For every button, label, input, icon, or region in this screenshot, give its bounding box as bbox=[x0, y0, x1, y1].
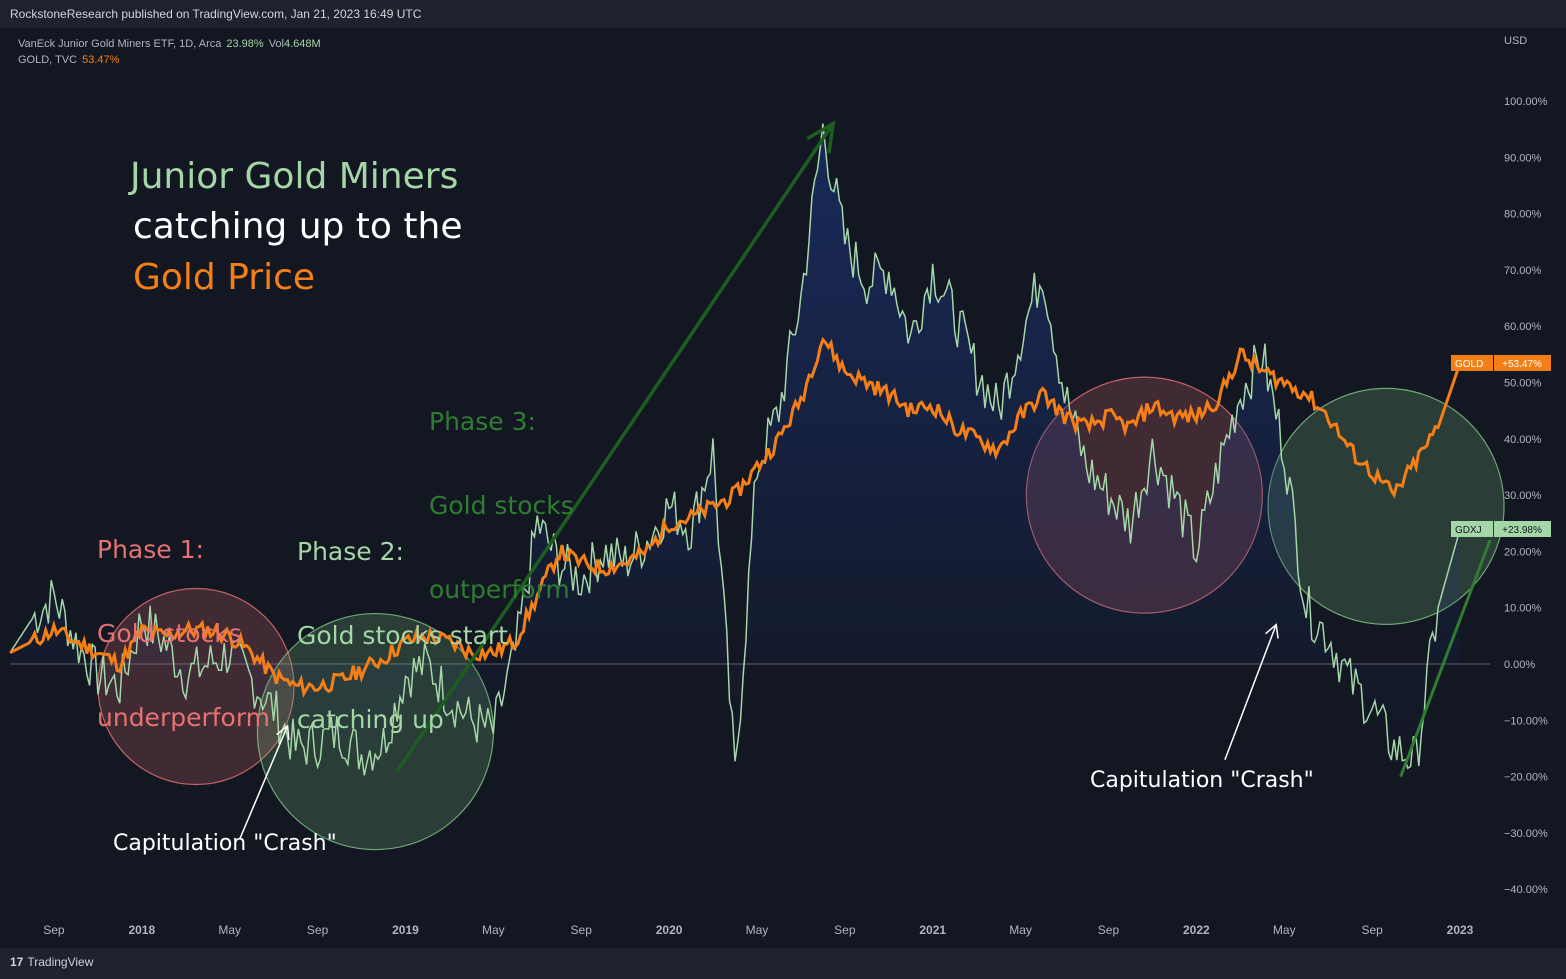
phase3-arrowhead bbox=[806, 120, 836, 154]
x-tick-label: Sep bbox=[43, 923, 65, 937]
y-tick-label: 0.00% bbox=[1504, 659, 1535, 671]
gold-series-line[interactable] bbox=[9, 336, 1462, 698]
legend-gdxj-volume: 4.648M bbox=[283, 38, 321, 50]
annotation-crash-left: Capitulation "Crash" bbox=[113, 831, 337, 856]
x-tick-label: 2020 bbox=[656, 923, 683, 937]
y-tick-label: 70.00% bbox=[1504, 265, 1542, 277]
x-tick-label: Sep bbox=[571, 923, 593, 937]
y-tick-label: 30.00% bbox=[1504, 490, 1542, 502]
x-tick-label: 2022 bbox=[1183, 923, 1210, 937]
gdxj-series-line[interactable] bbox=[9, 123, 1461, 776]
x-tick-label: 2019 bbox=[392, 923, 419, 937]
currency-label: USD bbox=[1504, 35, 1527, 47]
2022-green-circle bbox=[1267, 387, 1505, 625]
phase3-line2: Gold stocks bbox=[429, 491, 574, 520]
y-tick-label: −30.00% bbox=[1504, 828, 1548, 840]
y-tick-label: 50.00% bbox=[1504, 378, 1542, 390]
gold-badge-ticker-bg bbox=[1451, 354, 1493, 371]
y-tick-label: −20.00% bbox=[1504, 772, 1548, 784]
y-tick-label: 10.00% bbox=[1504, 603, 1542, 615]
phase1-line1: Phase 1: bbox=[97, 535, 204, 564]
x-tick-label: May bbox=[1273, 923, 1296, 937]
x-tick-label: May bbox=[218, 923, 241, 937]
gdxj-area-fill bbox=[10, 123, 1460, 776]
annotation-title-line1: Junior Gold Miners bbox=[130, 156, 459, 197]
tradingview-logo-icon: 17 bbox=[10, 955, 24, 969]
x-tick-label: 2023 bbox=[1447, 923, 1474, 937]
published-info: RockstoneResearch published on TradingVi… bbox=[10, 7, 422, 21]
legend-gdxj-change: 23.98% bbox=[226, 38, 264, 50]
gdxj-badge-value: +23.98% bbox=[1502, 525, 1542, 536]
x-tick-label: May bbox=[746, 923, 769, 937]
y-tick-label: 40.00% bbox=[1504, 434, 1542, 446]
annotation-phase1: Phase 1: Gold stocks underperform bbox=[97, 480, 270, 760]
phase2-line3: catching up bbox=[297, 705, 444, 734]
y-tick-label: −40.00% bbox=[1504, 884, 1548, 896]
crash-left-arrow-head bbox=[276, 724, 290, 740]
phase2-line2: Gold stocks start bbox=[297, 621, 508, 650]
phase2-line1: Phase 2: bbox=[297, 537, 404, 566]
crash-right-arrow-head bbox=[1265, 623, 1279, 639]
y-tick-label: 60.00% bbox=[1504, 321, 1542, 333]
x-tick-label: Sep bbox=[1098, 923, 1120, 937]
footer-bar bbox=[0, 948, 1566, 979]
tradingview-logo-text: TradingView bbox=[27, 955, 94, 969]
annotation-title-line3: Gold Price bbox=[133, 257, 316, 298]
crash-left-arrow bbox=[239, 725, 289, 839]
legend-row-gdxj[interactable]: VanEck Junior Gold Miners ETF, 1D, Arca 2… bbox=[18, 36, 326, 52]
gold-badge-value-bg bbox=[1494, 354, 1551, 371]
x-tick-label: Sep bbox=[307, 923, 329, 937]
gold-badge-value: +53.47% bbox=[1502, 359, 1542, 370]
x-tick-label: May bbox=[482, 923, 505, 937]
phase3-trend-arrow bbox=[395, 122, 835, 772]
x-tick-label: May bbox=[1009, 923, 1032, 937]
crash-right-arrow bbox=[1224, 624, 1277, 760]
legend-row-gold[interactable]: GOLD, TVC 53.47% bbox=[18, 52, 326, 68]
gdxj-badge-value-bg bbox=[1494, 520, 1551, 537]
publisher-bar: RockstoneResearch published on TradingVi… bbox=[0, 0, 1566, 28]
annotation-crash-right: Capitulation "Crash" bbox=[1090, 768, 1314, 793]
y-tick-label: 90.00% bbox=[1504, 152, 1542, 164]
phase3-line1: Phase 3: bbox=[429, 407, 536, 436]
y-tick-label: −10.00% bbox=[1504, 715, 1548, 727]
chart-svg: 100.00% 90.00% 80.00% 70.00% 60.00% 50.00% 40.… bbox=[9, 35, 1551, 937]
recovery-trend-line bbox=[1399, 539, 1492, 778]
legend-gold-name: GOLD, TVC bbox=[18, 54, 78, 66]
gdxj-badge-ticker: GDXJ bbox=[1455, 525, 1482, 536]
annotation-phase2: Phase 2: Gold stocks start catching up bbox=[297, 482, 508, 762]
legend-gold-change: 53.47% bbox=[82, 54, 120, 66]
y-tick-label: 100.00% bbox=[1504, 96, 1548, 108]
y-tick-label: 80.00% bbox=[1504, 209, 1542, 221]
x-tick-label: 2018 bbox=[128, 923, 155, 937]
legend-vol-label: Vol bbox=[268, 38, 284, 50]
annotation-phase3: Phase 3: Gold stocks outperform bbox=[429, 352, 574, 632]
y-tick-label: 20.00% bbox=[1504, 546, 1542, 558]
x-tick-label: Sep bbox=[834, 923, 856, 937]
x-tick-label: Sep bbox=[1361, 923, 1383, 937]
phase1-line2: Gold stocks bbox=[97, 619, 242, 648]
legend-gdxj-name: VanEck Junior Gold Miners ETF, 1D, Arca bbox=[18, 38, 222, 50]
gdxj-badge-ticker-bg bbox=[1451, 520, 1493, 537]
annotation-title-line2: catching up to the bbox=[133, 206, 463, 247]
phase3-line3: outperform bbox=[429, 575, 570, 604]
phase1-line3: underperform bbox=[97, 703, 271, 732]
gold-badge-ticker: GOLD bbox=[1455, 359, 1483, 370]
series-legend: VanEck Junior Gold Miners ETF, 1D, Arca 2… bbox=[18, 36, 326, 68]
x-tick-label: 2021 bbox=[919, 923, 946, 937]
tradingview-logo[interactable]: 17 TradingView bbox=[10, 955, 93, 969]
